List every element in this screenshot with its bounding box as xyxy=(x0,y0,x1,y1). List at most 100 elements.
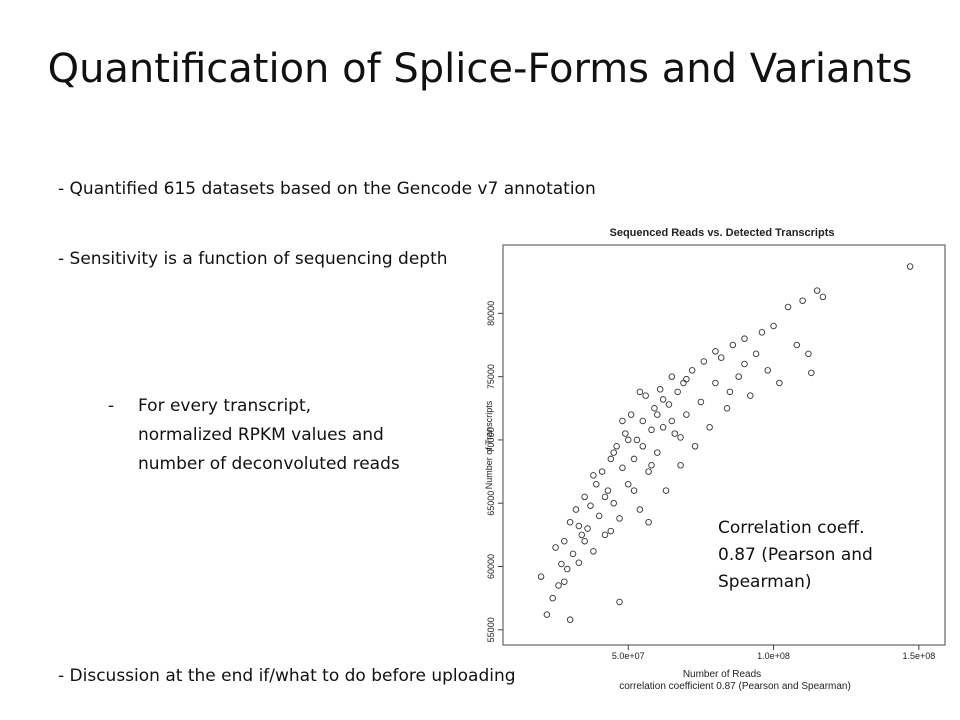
chart-subtitle: correlation coefficient 0.87 (Pearson an… xyxy=(619,681,851,692)
point xyxy=(581,493,588,501)
point xyxy=(578,531,586,539)
point xyxy=(630,455,638,463)
point xyxy=(622,430,629,437)
point xyxy=(648,426,655,434)
point xyxy=(683,411,690,418)
point xyxy=(590,548,597,555)
point xyxy=(633,436,641,444)
point xyxy=(636,506,644,513)
y-tick-label: 75000 xyxy=(486,364,496,389)
point xyxy=(636,388,644,396)
point xyxy=(819,293,827,301)
plot-frame xyxy=(502,244,946,646)
point xyxy=(561,578,568,585)
point xyxy=(741,360,748,368)
point xyxy=(683,375,690,383)
point xyxy=(764,367,771,374)
point xyxy=(552,544,559,551)
point xyxy=(627,411,635,418)
sub-bullet-marker: - xyxy=(108,396,114,416)
point xyxy=(813,287,821,294)
point xyxy=(717,354,725,361)
annotation: 0.87 (Pearson and xyxy=(718,545,873,565)
annotation: Correlation coeff. xyxy=(718,518,864,538)
point xyxy=(651,405,658,412)
point xyxy=(624,436,632,444)
point xyxy=(784,303,792,311)
point xyxy=(671,430,678,437)
x-tick-label: 1.0e+08 xyxy=(757,651,790,661)
point xyxy=(572,506,580,513)
bullet: - Sensitivity is a function of sequencin… xyxy=(58,249,448,269)
sub-bullet-line: For every transcript, xyxy=(138,396,311,416)
point xyxy=(639,443,647,450)
point xyxy=(642,392,649,399)
point xyxy=(662,487,670,494)
point xyxy=(697,398,705,406)
point xyxy=(575,559,583,566)
point xyxy=(581,537,588,545)
point xyxy=(595,512,603,520)
point xyxy=(543,611,551,618)
y-tick-label: 55000 xyxy=(486,617,496,642)
point xyxy=(624,480,632,488)
point xyxy=(584,525,591,532)
point xyxy=(712,379,719,387)
point xyxy=(630,487,638,494)
y-tick-label: 80000 xyxy=(486,301,496,326)
chart-title: Sequenced Reads vs. Detected Transcripts xyxy=(610,227,835,239)
x-tick-label: 5.0e+07 xyxy=(612,651,645,661)
point xyxy=(537,573,545,580)
point xyxy=(654,411,661,418)
point xyxy=(639,417,647,425)
point xyxy=(558,560,565,568)
point xyxy=(601,493,609,501)
point xyxy=(706,424,713,431)
point xyxy=(680,379,687,387)
point xyxy=(566,518,574,526)
point xyxy=(805,350,812,358)
point xyxy=(569,550,577,558)
point xyxy=(593,480,600,488)
point xyxy=(793,341,801,349)
point xyxy=(610,449,617,456)
point xyxy=(619,417,626,425)
point xyxy=(654,449,661,456)
point xyxy=(688,367,696,374)
point xyxy=(747,392,754,399)
point xyxy=(712,348,719,355)
point xyxy=(563,565,571,573)
point xyxy=(607,527,615,535)
point xyxy=(691,443,699,450)
y-tick-label: 70000 xyxy=(486,427,496,452)
point xyxy=(668,373,676,380)
point xyxy=(601,531,609,539)
point xyxy=(659,424,667,431)
point xyxy=(677,462,684,469)
point xyxy=(659,396,667,403)
point xyxy=(752,350,760,358)
point xyxy=(677,434,684,441)
point xyxy=(610,499,617,507)
point xyxy=(607,455,615,463)
point xyxy=(799,297,806,304)
point xyxy=(566,616,574,623)
point xyxy=(549,594,556,602)
y-tick-label: 65000 xyxy=(486,491,496,516)
point xyxy=(575,522,583,530)
point xyxy=(587,502,594,510)
point xyxy=(665,401,673,408)
point xyxy=(613,443,620,450)
point xyxy=(741,335,748,342)
point xyxy=(668,417,676,425)
x-tick-label: 1.5e+08 xyxy=(902,651,935,661)
point xyxy=(561,537,568,545)
point xyxy=(616,515,623,522)
point xyxy=(590,472,597,479)
point xyxy=(648,462,655,469)
annotation: Spearman) xyxy=(718,572,812,592)
point xyxy=(619,464,626,472)
point xyxy=(906,263,914,270)
